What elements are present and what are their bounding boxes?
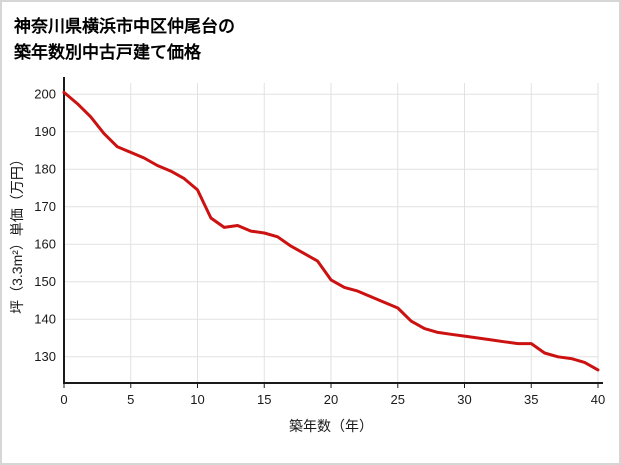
- x-tick-label: 30: [457, 392, 471, 407]
- x-tick-label: 15: [257, 392, 271, 407]
- y-tick-label: 160: [34, 236, 56, 251]
- x-tick-label: 40: [591, 392, 605, 407]
- x-tick-label: 25: [391, 392, 405, 407]
- y-tick-label: 180: [34, 161, 56, 176]
- price-line-series: [62, 90, 600, 372]
- line-chart: 0 5 10 15 20 25 30 35 40 130 140 150 160 170 180 190 200…: [9, 76, 605, 434]
- y-tick-label: 170: [34, 198, 56, 213]
- y-tick-label: 190: [34, 123, 56, 138]
- x-tick-label: 5: [127, 392, 134, 407]
- chart-area: 0 5 10 15 20 25 30 35 40 130 140 150 160 170 180 190 200…: [2, 69, 619, 446]
- chart-title-line2: 築年数別中古戸建て価格: [14, 43, 201, 63]
- x-tick-label: 0: [60, 392, 67, 407]
- x-axis-label: 築年数（年）: [289, 418, 373, 434]
- x-tick-label: 20: [324, 392, 338, 407]
- chart-title-line1: 神奈川県横浜市中区仲尾台の: [14, 17, 235, 36]
- y-tick-label: 130: [34, 348, 56, 363]
- y-tick-label: 200: [34, 86, 56, 101]
- y-axis-label: 坪（3.3m²）単価（万円）: [9, 152, 25, 314]
- x-tick-label: 10: [190, 392, 204, 407]
- x-tick-label: 35: [524, 392, 538, 407]
- y-tick-label: 150: [34, 273, 56, 288]
- chart-title: 神奈川県横浜市中区仲尾台の 築年数別中古戸建て価格: [2, 2, 619, 67]
- y-tick-label: 140: [34, 311, 56, 326]
